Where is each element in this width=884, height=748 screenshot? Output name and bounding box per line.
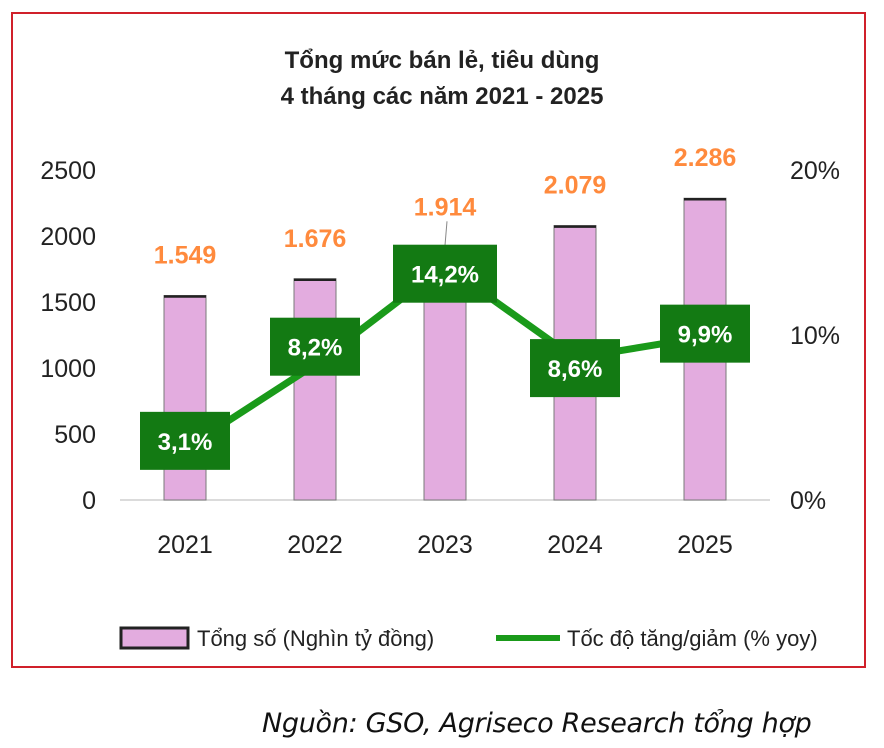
y-left-tick-label: 500	[54, 421, 96, 449]
growth-label-box	[140, 411, 230, 470]
axis-layer: 0 500 1000 1500 2000 2500 0% 10% 20% 2021 2022 2023…	[40, 157, 840, 559]
source-note: Nguồn: GSO, Agriseco Research tổng hợp	[262, 708, 812, 739]
bar-value-label: 2.286	[674, 144, 737, 172]
bar-value-label: 1.549	[154, 242, 217, 270]
y-left-tick-label: 2500	[40, 157, 96, 185]
bar-value-label: 2.079	[544, 172, 607, 200]
x-tick-label: 2021	[157, 531, 213, 559]
y-right-tick-label: 10%	[790, 322, 840, 350]
chart-frame	[11, 12, 866, 668]
legend: Tổng số (Nghìn tỷ đồng) Tốc độ tăng/giảm…	[119, 626, 818, 651]
x-tick-label: 2025	[677, 531, 733, 559]
y-left-tick-label: 1000	[40, 355, 96, 383]
growth-value-label: 8,2%	[288, 335, 343, 362]
growth-label-box	[660, 304, 750, 363]
y-left-tick-label: 0	[82, 487, 96, 515]
growth-label-box	[270, 317, 360, 376]
y-left-tick-label: 1500	[40, 289, 96, 317]
growth-value-label: 3,1%	[158, 429, 213, 456]
legend-line-label: Tốc độ tăng/giảm (% yoy)	[567, 626, 818, 651]
x-tick-label: 2022	[287, 531, 343, 559]
y-left-tick-label: 2000	[40, 223, 96, 251]
growth-value-label: 8,6%	[548, 356, 603, 383]
chart-title-line1: Tổng mức bán lẻ, tiêu dùng	[285, 47, 600, 74]
growth-label-box	[530, 339, 620, 398]
y-right-tick-label: 20%	[790, 157, 840, 185]
chart-title-line2: 4 tháng các năm 2021 - 2025	[281, 83, 604, 110]
bar-value-label: 1.676	[284, 225, 347, 253]
growth-value-label: 14,2%	[411, 262, 479, 289]
bar	[293, 278, 337, 501]
bar-label-leader-line	[444, 221, 448, 246]
label-layer: 1.549 1.676 1.914 2.079 2.286 3,1% 8,2% 14,2% 8,…	[140, 144, 750, 470]
growth-value-label: 9,9%	[678, 322, 733, 349]
legend-bar-swatch	[119, 626, 190, 650]
y-right-tick-label: 0%	[790, 487, 826, 515]
legend-bar-label: Tổng số (Nghìn tỷ đồng)	[197, 626, 434, 651]
growth-label-box	[393, 244, 497, 303]
x-tick-label: 2024	[547, 531, 603, 559]
x-tick-label: 2023	[417, 531, 473, 559]
bar-value-label: 1.914	[414, 193, 477, 221]
